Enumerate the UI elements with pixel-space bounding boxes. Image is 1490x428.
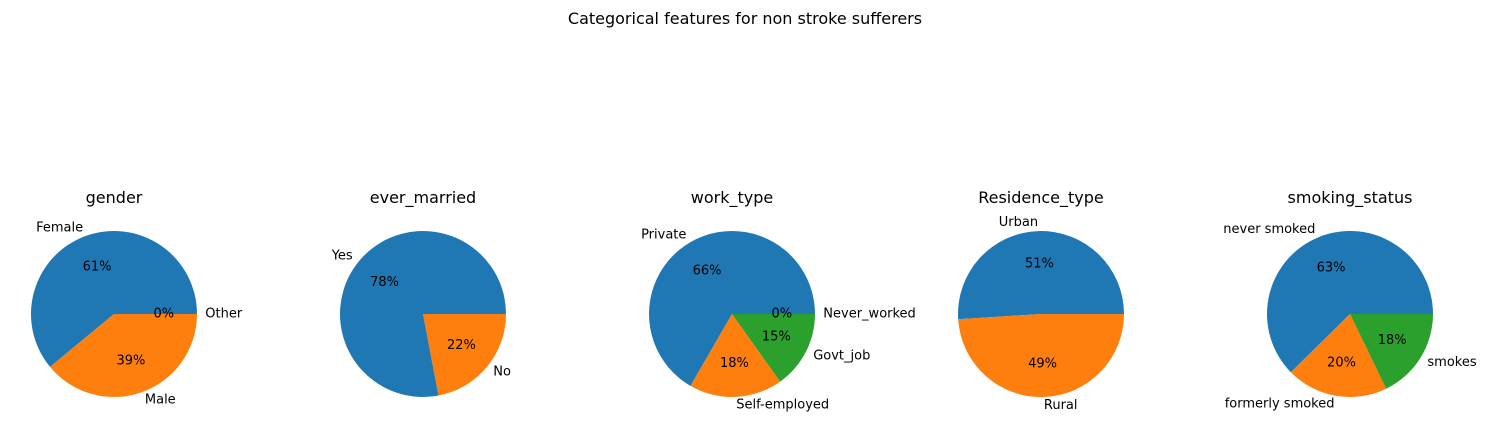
slice-percent: 0% bbox=[153, 307, 174, 322]
pie-title: smoking_status bbox=[1288, 188, 1413, 208]
pie-title: work_type bbox=[691, 188, 773, 208]
slice-percent: 18% bbox=[720, 356, 749, 371]
slice-percent: 15% bbox=[762, 329, 791, 344]
slice-label: smokes bbox=[1427, 355, 1476, 370]
pie-slice-never-smoked bbox=[1267, 230, 1433, 373]
slice-label: Private bbox=[641, 227, 686, 242]
pie-slice-private bbox=[648, 230, 815, 386]
slice-percent: 22% bbox=[447, 338, 476, 353]
slice-label: Other bbox=[205, 307, 243, 322]
slice-percent: 78% bbox=[370, 275, 399, 290]
pie-slice-urban bbox=[958, 231, 1124, 320]
slice-label: formerly smoked bbox=[1225, 397, 1335, 412]
slice-percent: 51% bbox=[1025, 257, 1054, 272]
pie-slice-self-employed bbox=[690, 314, 781, 397]
slice-label: No bbox=[493, 365, 511, 380]
slice-percent: 66% bbox=[693, 263, 722, 278]
pie-slice-rural bbox=[958, 314, 1124, 398]
slice-percent: 63% bbox=[1317, 260, 1346, 275]
pie-slice-govt-job bbox=[732, 314, 815, 382]
slice-percent: 18% bbox=[1378, 333, 1407, 348]
pie-slice-male bbox=[50, 314, 197, 398]
slice-percent: 49% bbox=[1028, 356, 1057, 371]
pie-chart-ever-married: ever_married Yes 78% No 22% bbox=[331, 188, 511, 397]
pie-chart-residence-type: Residence_type Urban 51% Rural 49% bbox=[958, 188, 1124, 413]
pie-title: ever_married bbox=[370, 188, 476, 208]
slice-label: Self-employed bbox=[736, 398, 829, 413]
pie-slice-formerly-smoked bbox=[1290, 314, 1387, 397]
slice-percent: 39% bbox=[116, 353, 145, 368]
slice-label: Urban bbox=[999, 215, 1038, 230]
slice-percent: 61% bbox=[83, 260, 112, 275]
slice-percent: 20% bbox=[1327, 356, 1356, 371]
figure-title: Categorical features for non stroke suff… bbox=[568, 9, 922, 28]
pie-slice-smokes bbox=[1350, 314, 1433, 389]
slice-label: Govt_job bbox=[813, 348, 870, 363]
slice-label: Female bbox=[36, 221, 83, 236]
slice-label: never smoked bbox=[1223, 222, 1315, 237]
pie-chart-work-type: work_type Private 66% Self-employed 18% Govt_… bbox=[641, 188, 916, 413]
pie-slice-yes bbox=[340, 230, 506, 397]
slice-label: Yes bbox=[331, 248, 353, 263]
pie-title: Residence_type bbox=[978, 188, 1104, 208]
slice-label: Male bbox=[145, 392, 176, 407]
slice-label: Rural bbox=[1044, 398, 1078, 413]
pie-title: gender bbox=[86, 188, 143, 207]
pie-slice-no bbox=[423, 314, 506, 396]
pie-slice-female bbox=[30, 231, 197, 367]
slice-label: Never_worked bbox=[823, 307, 916, 322]
slice-percent: 0% bbox=[771, 307, 792, 322]
